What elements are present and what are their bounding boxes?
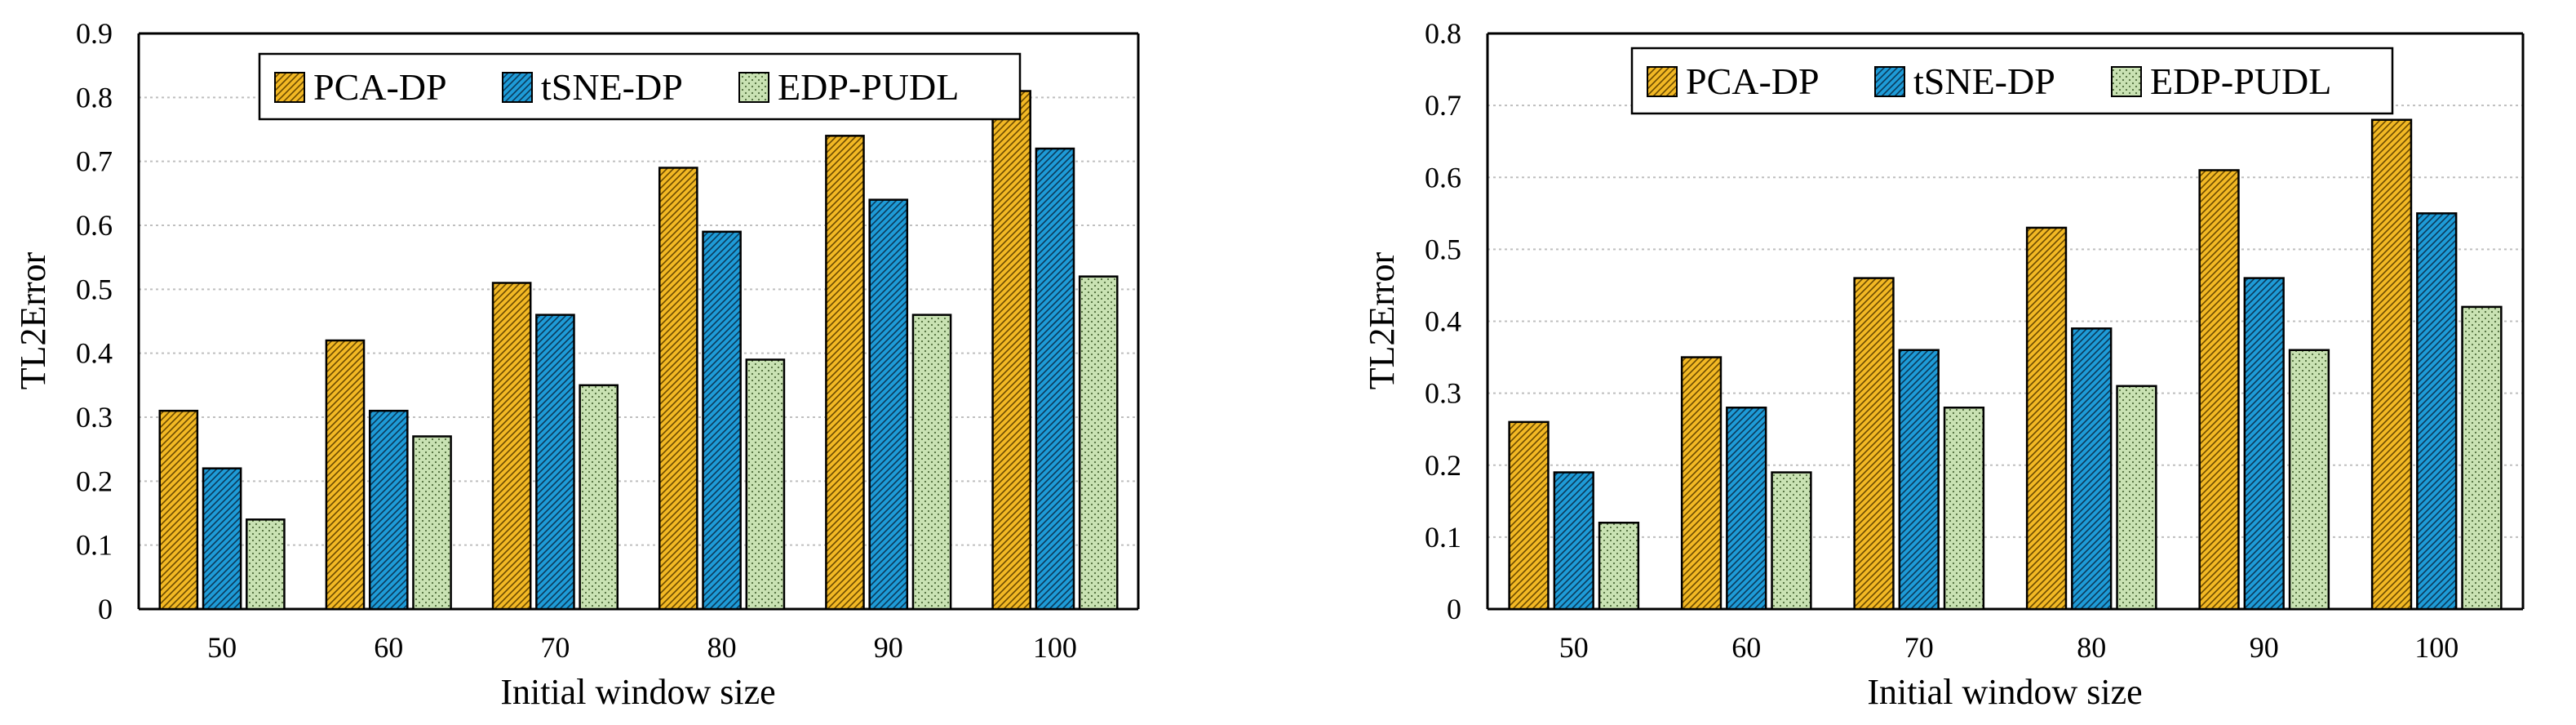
y-tick-labels: 0 0.1 0.2 0.3 0.4 0.5 0.6 0.7 0.8 0.9 xyxy=(76,17,113,625)
bar-pca-dp-90 xyxy=(825,135,865,611)
legend-swatch-tsne-dp xyxy=(1874,66,1905,97)
y-axis-title: TL2Error xyxy=(1362,251,1402,389)
y-tick-label: 0.7 xyxy=(76,145,113,178)
bar-pca-dp-100 xyxy=(991,90,1031,611)
bar-pca-dp-60 xyxy=(1680,356,1723,611)
legend-label-tsne-dp: tSNE-DP xyxy=(541,66,683,108)
y-tick-labels: 0 0.1 0.2 0.3 0.4 0.5 0.6 0.7 0.8 xyxy=(1425,17,1461,625)
x-tick-label: 80 xyxy=(707,631,737,664)
bar-pca-dp-50 xyxy=(1508,420,1550,611)
bar-pca-dp-80 xyxy=(2025,226,2068,611)
y-tick-label: 0.6 xyxy=(1425,161,1461,193)
x-tick-label: 50 xyxy=(207,631,237,664)
bar-edp-pudl-70 xyxy=(1943,407,1985,611)
y-tick-label: 0.1 xyxy=(1425,521,1461,554)
bar-tsne-dp-60 xyxy=(1726,407,1767,611)
bar-tsne-dp-50 xyxy=(202,467,242,611)
y-tick-label: 0.7 xyxy=(1425,89,1461,122)
y-tick-label: 0.9 xyxy=(76,17,113,50)
chart-left: Initial window size TL2Error 00.10.20.30… xyxy=(13,17,1140,712)
bar-pca-dp-70 xyxy=(1853,277,1895,611)
bar-edp-pudl-90 xyxy=(2288,349,2330,611)
legend-swatch-pca-dp xyxy=(274,72,305,103)
y-tick-label: 0 xyxy=(1447,593,1461,625)
bar-pca-dp-90 xyxy=(2198,169,2240,611)
legend: PCA-DP tSNE-DP EDP-PUDL xyxy=(258,52,1022,121)
legend-label-tsne-dp: tSNE-DP xyxy=(1913,60,2055,102)
bar-edp-pudl-80 xyxy=(2116,385,2157,611)
bars xyxy=(1508,118,2503,611)
x-tick-label: 100 xyxy=(1033,631,1077,664)
bar-edp-pudl-60 xyxy=(412,435,452,611)
legend-swatch-edp-pudl xyxy=(738,72,769,103)
y-tick-label: 0.3 xyxy=(76,401,113,434)
legend-label-edp-pudl: EDP-PUDL xyxy=(2150,60,2331,102)
legend: PCA-DP tSNE-DP EDP-PUDL xyxy=(1630,47,2394,115)
y-tick-label: 0.5 xyxy=(1425,233,1461,265)
bar-tsne-dp-100 xyxy=(1035,147,1075,611)
bar-pca-dp-50 xyxy=(158,409,199,611)
y-axis-title: TL2Error xyxy=(13,251,53,389)
y-tick-label: 0.3 xyxy=(1425,377,1461,410)
x-tick-label: 60 xyxy=(1731,631,1761,664)
x-tick-label: 70 xyxy=(540,631,570,664)
chart-right: Initial window size TL2Error 00.10.20.30… xyxy=(1362,17,2525,712)
x-axis-title: Initial window size xyxy=(500,672,775,712)
bar-edp-pudl-60 xyxy=(1771,471,1812,611)
y-tick-label: 0.8 xyxy=(76,81,113,113)
bar-tsne-dp-90 xyxy=(868,198,909,611)
bar-tsne-dp-90 xyxy=(2243,277,2285,611)
x-tick-label: 60 xyxy=(374,631,403,664)
gridlines xyxy=(1488,105,2523,538)
bar-pca-dp-100 xyxy=(2370,118,2413,611)
y-tick-label: 0.6 xyxy=(76,209,113,242)
x-tick-label: 90 xyxy=(2250,631,2279,664)
legend-label-edp-pudl: EDP-PUDL xyxy=(778,66,959,108)
y-tick-label: 0.4 xyxy=(76,337,113,370)
bar-tsne-dp-60 xyxy=(368,409,409,611)
x-tick-label: 100 xyxy=(2414,631,2459,664)
bars xyxy=(158,90,1119,611)
y-tick-label: 0 xyxy=(98,593,113,625)
legend-box xyxy=(1630,47,2394,115)
bar-edp-pudl-100 xyxy=(2461,305,2503,611)
x-tick-label: 80 xyxy=(2077,631,2106,664)
x-tick-label: 50 xyxy=(1559,631,1589,664)
y-tick-label: 0.5 xyxy=(76,273,113,305)
legend-box xyxy=(258,52,1022,121)
bar-tsne-dp-80 xyxy=(2071,327,2113,611)
bar-tsne-dp-100 xyxy=(2416,212,2458,611)
bar-edp-pudl-100 xyxy=(1078,275,1119,611)
legend-swatch-edp-pudl xyxy=(2111,66,2142,97)
gridlines xyxy=(139,96,1138,546)
x-tick-labels: 50 60 70 80 90 100 xyxy=(207,631,1077,664)
legend-label-pca-dp: PCA-DP xyxy=(1686,60,1820,102)
legend-swatch-pca-dp xyxy=(1647,66,1678,97)
legend-swatch-tsne-dp xyxy=(502,72,533,103)
x-tick-label: 70 xyxy=(1904,631,1934,664)
y-tick-label: 0.4 xyxy=(1425,305,1461,338)
bar-edp-pudl-50 xyxy=(1598,522,1640,611)
x-tick-labels: 50 60 70 80 90 100 xyxy=(1559,631,2459,664)
bar-tsne-dp-70 xyxy=(535,314,575,611)
y-tick-label: 0.2 xyxy=(76,465,113,497)
bar-edp-pudl-70 xyxy=(579,384,619,611)
bar-pca-dp-80 xyxy=(658,167,698,611)
y-tick-label: 0.2 xyxy=(1425,449,1461,482)
bar-tsne-dp-80 xyxy=(702,230,742,611)
legend-label-pca-dp: PCA-DP xyxy=(313,66,447,108)
bar-tsne-dp-50 xyxy=(1553,471,1594,611)
bar-edp-pudl-90 xyxy=(911,314,952,611)
bar-edp-pudl-50 xyxy=(246,518,286,611)
bar-pca-dp-60 xyxy=(325,339,366,611)
bar-pca-dp-70 xyxy=(491,282,532,611)
y-tick-label: 0.1 xyxy=(76,529,113,562)
bar-tsne-dp-70 xyxy=(1898,349,1940,611)
x-axis-title: Initial window size xyxy=(1867,672,2142,712)
x-tick-label: 90 xyxy=(874,631,903,664)
bar-edp-pudl-80 xyxy=(745,358,786,611)
y-tick-label: 0.8 xyxy=(1425,17,1461,50)
